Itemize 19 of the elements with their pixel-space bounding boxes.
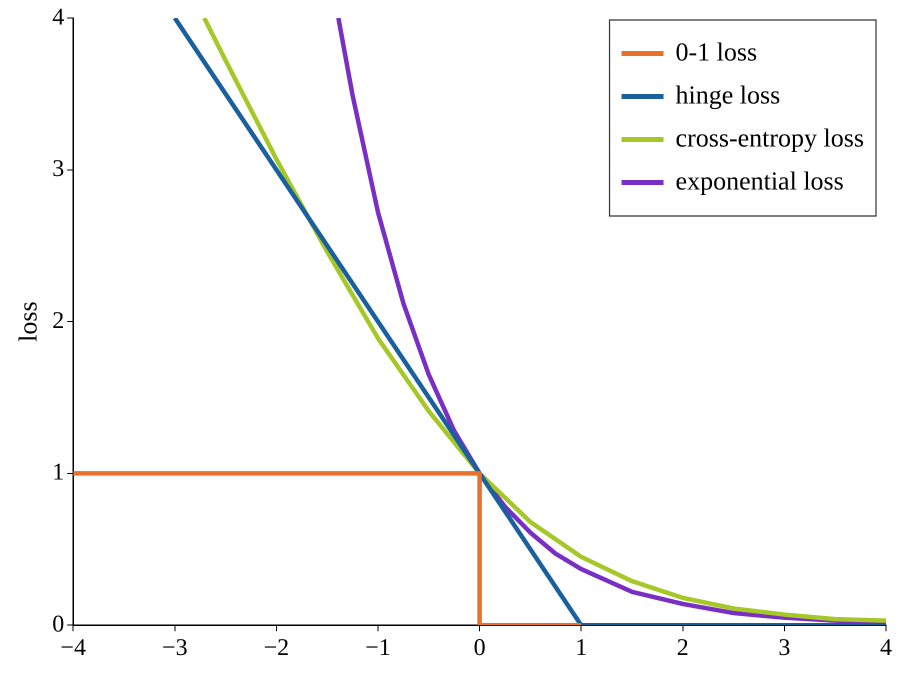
- y-tick-label: 0: [52, 611, 64, 638]
- y-axis-title: loss: [13, 301, 42, 342]
- x-tick-label: −4: [60, 634, 86, 661]
- legend-label: exponential loss: [676, 166, 844, 196]
- x-tick-label: −1: [365, 634, 391, 661]
- x-tick-label: 1: [575, 634, 588, 661]
- x-tick-label: 3: [778, 634, 790, 661]
- y-tick-label: 4: [52, 4, 64, 30]
- x-tick-label: −2: [264, 634, 290, 661]
- x-tick-label: −3: [162, 634, 188, 661]
- x-tick-label: 2: [676, 634, 689, 661]
- legend-label: hinge loss: [676, 80, 780, 110]
- legend-label: cross-entropy loss: [676, 123, 864, 152]
- y-tick-label: 1: [52, 460, 64, 486]
- y-tick-label: 3: [52, 156, 64, 182]
- legend-label: 0-1 loss: [676, 37, 758, 66]
- x-tick-label: 4: [880, 634, 892, 661]
- x-tick-label: 0: [474, 634, 486, 661]
- y-tick-label: 2: [52, 308, 64, 334]
